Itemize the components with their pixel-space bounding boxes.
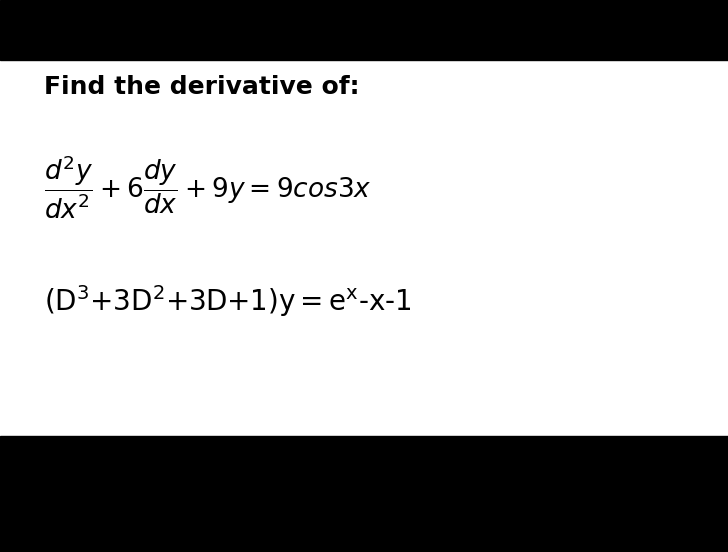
Text: $\dfrac{d^2y}{dx^2} + 6\dfrac{dy}{dx} + 9y = 9cos3x$: $\dfrac{d^2y}{dx^2} + 6\dfrac{dy}{dx} + … — [44, 154, 371, 221]
Text: $\mathsf{(D^3{+}3D^2{+}3D{+}1)y{=}e^x{\text{-}}x{\text{-}}1}$: $\mathsf{(D^3{+}3D^2{+}3D{+}1)y{=}e^x{\t… — [44, 283, 411, 319]
Text: Find the derivative of:: Find the derivative of: — [44, 75, 359, 98]
